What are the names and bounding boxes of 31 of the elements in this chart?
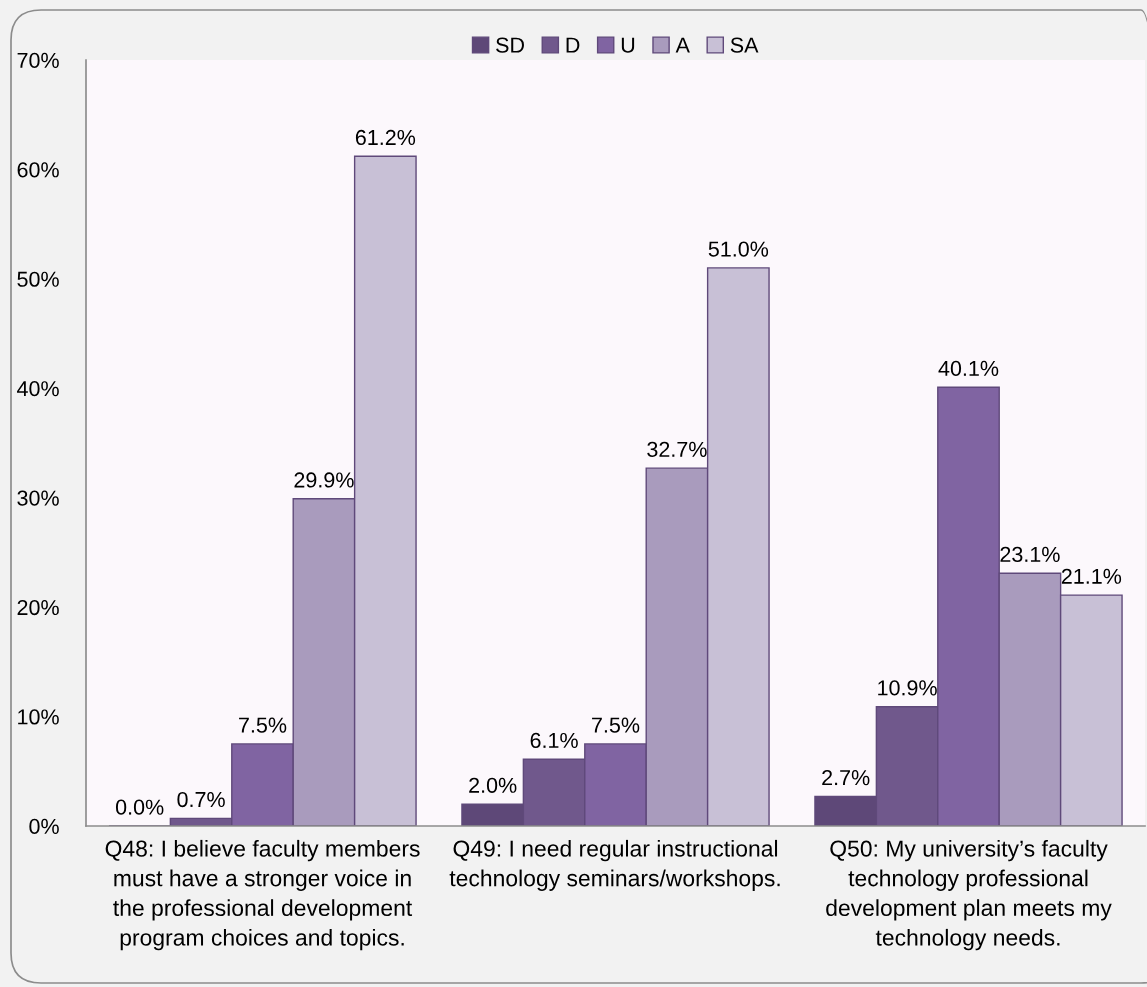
data-label: 6.1%	[530, 732, 578, 749]
data-label: 21.1%	[1061, 568, 1122, 584]
legend-label: U	[621, 37, 635, 53]
y-tick-label: 20%	[17, 599, 59, 616]
y-tick-label: 40%	[17, 381, 59, 397]
data-label: 23.1%	[1000, 546, 1060, 563]
y-tick-label: 10%	[18, 709, 59, 725]
x-tick-label: Q48: I believe faculty members must have a stronger voice in the professional development program choices and topics.	[105, 839, 420, 951]
data-label: 29.9%	[294, 472, 354, 488]
data-label: 2.0%	[469, 777, 517, 793]
y-tick-label: 50%	[17, 271, 59, 287]
legend-label: D	[566, 37, 580, 53]
data-label: 40.1%	[938, 360, 999, 376]
data-label: 51.0%	[708, 241, 769, 257]
data-label: 2.7%	[822, 770, 870, 786]
data-label: 0.7%	[177, 791, 225, 808]
y-tick-label: 70%	[17, 52, 59, 69]
legend-label: SD	[496, 37, 524, 53]
x-tick-label: Q50: My university’s faculty technology professional development plan meets my technology needs.	[826, 839, 1112, 951]
y-tick-label: 0%	[29, 818, 59, 835]
legend-label: SA	[730, 37, 759, 53]
y-tick-label: 30%	[17, 490, 59, 506]
data-label: 61.2%	[355, 129, 416, 146]
legend-label: A	[675, 37, 690, 53]
data-label: 7.5%	[239, 717, 287, 733]
data-label: 32.7%	[647, 441, 707, 457]
y-tick-label: 60%	[17, 162, 59, 178]
data-label: 7.5%	[592, 717, 640, 733]
data-label: 0.0%	[115, 799, 164, 815]
data-label: 10.9%	[878, 680, 937, 696]
x-tick-label: Q49: I need regular instructional technology seminars/workshops.	[449, 839, 780, 891]
